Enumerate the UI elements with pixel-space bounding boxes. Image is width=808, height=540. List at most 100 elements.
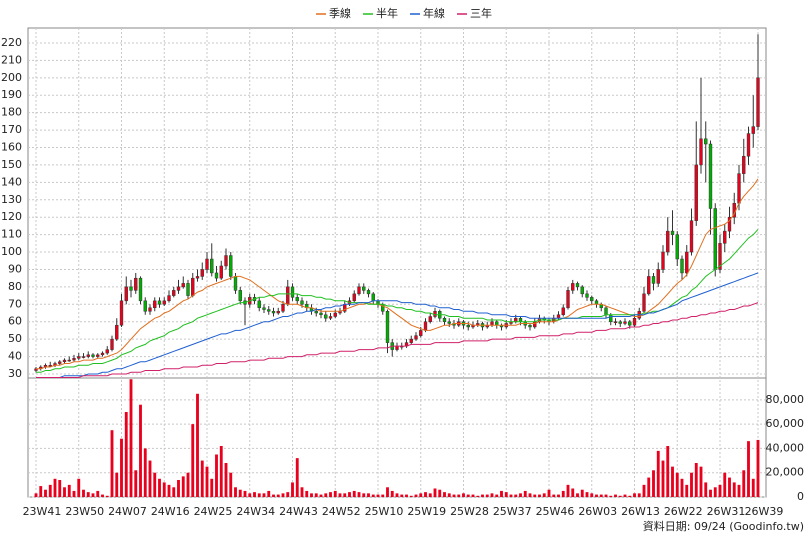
volume-bar <box>533 494 537 497</box>
volume-bar <box>305 490 309 497</box>
candle-body <box>257 300 261 309</box>
volume-bar <box>371 494 375 497</box>
candle-body <box>704 138 708 145</box>
y-tick-label: 200 <box>1 71 22 84</box>
volume-bar <box>395 493 399 497</box>
volume-bar <box>376 494 380 497</box>
volume-tick-label: 80,000 <box>766 393 805 406</box>
candle-body <box>694 164 698 221</box>
candle-body <box>86 354 90 357</box>
candle-body <box>210 258 214 274</box>
volume-bar <box>248 493 252 497</box>
volume-bar <box>471 494 475 497</box>
x-tick-label: 25W28 <box>450 505 489 518</box>
y-tick-label: 130 <box>1 193 22 206</box>
volume-bar <box>357 492 361 497</box>
candle-body <box>77 356 81 359</box>
x-tick-label: 26W39 <box>745 505 784 518</box>
volume-bar <box>519 493 522 497</box>
candle-body <box>176 286 181 291</box>
candle-body <box>661 251 665 270</box>
volume-bar <box>381 494 385 497</box>
candle-body <box>419 330 423 336</box>
x-tick-label: 24W07 <box>108 505 147 518</box>
y-tick-label: 190 <box>1 88 22 101</box>
candle-body <box>195 276 200 279</box>
candle-body <box>119 300 124 326</box>
volume-bar <box>77 478 81 497</box>
volume-bar <box>96 490 100 497</box>
x-tick-label: 24W52 <box>322 505 361 518</box>
volume-bar <box>129 379 133 497</box>
candle-body <box>233 276 238 291</box>
candle-body <box>352 293 356 302</box>
legend-label: 年線 <box>423 6 445 20</box>
volume-bar <box>72 490 76 497</box>
candle-body <box>409 338 413 343</box>
y-tick-label: 80 <box>8 280 22 293</box>
volume-bar <box>443 492 446 497</box>
volume-bar <box>105 495 109 497</box>
volume-bar <box>286 492 290 497</box>
volume-bar <box>158 478 161 497</box>
x-tick-label: 24W16 <box>151 505 190 518</box>
candle-body <box>670 230 675 235</box>
candle-body <box>48 365 52 367</box>
volume-bar <box>666 446 670 497</box>
volume-bar <box>623 494 627 497</box>
volume-bar <box>538 494 541 497</box>
x-tick-label: 25W37 <box>493 505 532 518</box>
candle-body <box>191 277 195 296</box>
volume-bar <box>234 487 237 497</box>
y-tick-label: 50 <box>8 332 22 345</box>
candle-body <box>162 300 166 305</box>
candle-body <box>167 295 171 302</box>
candle-body <box>224 255 228 267</box>
candle-body <box>447 321 451 324</box>
candle-body <box>590 297 594 302</box>
candle-body <box>324 314 328 319</box>
candle-body <box>376 300 380 305</box>
candle-body <box>124 286 128 302</box>
volume-bar <box>276 494 280 497</box>
volume-bar <box>481 494 484 497</box>
candle-body <box>647 276 651 295</box>
volume-bar <box>177 480 180 497</box>
candle-body <box>219 265 223 279</box>
candle-body <box>632 317 637 326</box>
volume-bar <box>200 460 204 497</box>
candle-body <box>708 143 713 209</box>
volume-bar <box>44 489 47 497</box>
ma-line <box>36 272 759 378</box>
x-tick-label: 23W41 <box>23 505 62 518</box>
volume-bar <box>229 472 233 497</box>
volume-bar <box>514 494 518 497</box>
candle-body <box>314 311 318 314</box>
x-tick-label: 25W19 <box>407 505 446 518</box>
volume-bar <box>110 430 114 497</box>
volume-bar <box>490 493 494 497</box>
candle-body <box>157 300 162 305</box>
volume-bar <box>343 493 347 497</box>
volume-bar <box>148 460 152 497</box>
volume-bar <box>747 441 750 497</box>
y-tick-label: 40 <box>8 350 22 363</box>
volume-bar <box>576 493 579 497</box>
candle-body <box>129 286 133 291</box>
volume-bar <box>409 495 413 497</box>
price-panel <box>27 27 767 379</box>
x-tick-label: 25W10 <box>365 505 404 518</box>
volume-bar <box>253 492 256 497</box>
volume-bar <box>547 489 551 497</box>
volume-bar <box>509 494 513 497</box>
volume-bar <box>614 494 617 497</box>
legend-label: 三年 <box>470 6 492 20</box>
volume-bar <box>120 438 123 497</box>
candle-body <box>385 311 390 343</box>
volume-bar <box>219 446 223 497</box>
volume-bar <box>314 493 318 497</box>
candle-body <box>100 352 105 356</box>
candle-body <box>580 286 584 295</box>
candle-body <box>276 311 280 314</box>
candle-body <box>533 321 537 328</box>
